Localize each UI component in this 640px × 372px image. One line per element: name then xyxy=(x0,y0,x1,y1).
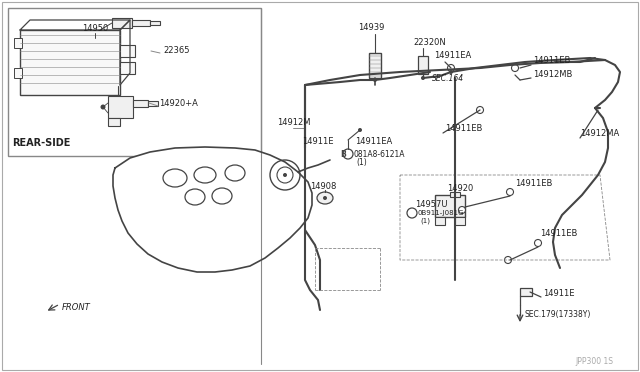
Text: 14911E: 14911E xyxy=(543,289,575,298)
Bar xyxy=(133,100,148,107)
Bar xyxy=(14,68,22,78)
Bar xyxy=(20,30,120,95)
Text: 14912M: 14912M xyxy=(277,118,310,126)
Bar xyxy=(148,101,158,106)
Text: 14957U: 14957U xyxy=(415,199,447,208)
Circle shape xyxy=(270,160,300,190)
Text: 081A8-6121A: 081A8-6121A xyxy=(354,150,406,158)
Bar xyxy=(108,96,133,118)
Bar xyxy=(418,56,428,74)
Text: 14912MB: 14912MB xyxy=(533,70,572,78)
Bar xyxy=(8,8,261,156)
Bar xyxy=(14,38,22,48)
Text: 14911EB: 14911EB xyxy=(445,124,483,132)
Text: B: B xyxy=(340,150,346,158)
Text: FRONT: FRONT xyxy=(62,302,91,311)
Text: 14911EB: 14911EB xyxy=(515,179,552,187)
Text: 14920+A: 14920+A xyxy=(159,99,198,108)
Text: 14911EB: 14911EB xyxy=(533,55,570,64)
Text: JPP300 1S: JPP300 1S xyxy=(575,357,613,366)
Bar xyxy=(435,217,445,225)
Circle shape xyxy=(447,64,454,71)
Bar xyxy=(455,217,465,225)
Text: 14908: 14908 xyxy=(310,182,337,190)
Text: SEC.179(17338Y): SEC.179(17338Y) xyxy=(525,311,591,320)
Circle shape xyxy=(358,128,362,132)
Bar xyxy=(435,195,465,217)
Circle shape xyxy=(458,206,465,214)
Circle shape xyxy=(283,173,287,177)
Text: 22320N: 22320N xyxy=(413,38,445,46)
Circle shape xyxy=(506,189,513,196)
Text: (1): (1) xyxy=(356,157,367,167)
Text: 14911EB: 14911EB xyxy=(540,228,577,237)
Polygon shape xyxy=(113,147,312,272)
Text: 22365: 22365 xyxy=(163,45,189,55)
Circle shape xyxy=(373,78,377,82)
Text: REAR-SIDE: REAR-SIDE xyxy=(12,138,70,148)
Circle shape xyxy=(534,240,541,247)
Bar xyxy=(108,118,120,126)
Circle shape xyxy=(449,70,453,74)
Bar xyxy=(132,20,150,26)
Circle shape xyxy=(477,106,483,113)
Text: (1): (1) xyxy=(420,218,430,224)
Circle shape xyxy=(421,76,425,80)
Bar xyxy=(520,288,532,296)
Text: 14920: 14920 xyxy=(447,183,473,192)
Circle shape xyxy=(100,105,106,109)
Text: 14911E: 14911E xyxy=(302,137,333,145)
Text: 14950: 14950 xyxy=(82,23,108,32)
Circle shape xyxy=(343,149,353,159)
Bar xyxy=(150,21,160,25)
Bar xyxy=(112,18,132,28)
Bar xyxy=(450,192,460,197)
Ellipse shape xyxy=(317,192,333,204)
Text: 14912MA: 14912MA xyxy=(580,128,620,138)
Bar xyxy=(120,62,135,74)
Text: SEC.164: SEC.164 xyxy=(432,74,464,83)
Circle shape xyxy=(504,257,511,263)
Circle shape xyxy=(323,196,327,200)
Text: 14939: 14939 xyxy=(358,22,385,32)
Bar xyxy=(369,53,381,78)
Bar xyxy=(120,45,135,57)
Text: 14911EA: 14911EA xyxy=(434,51,471,60)
Circle shape xyxy=(407,208,417,218)
Text: 0B911-J081G: 0B911-J081G xyxy=(418,210,465,216)
Circle shape xyxy=(511,64,518,71)
Text: 14911EA: 14911EA xyxy=(355,137,392,145)
